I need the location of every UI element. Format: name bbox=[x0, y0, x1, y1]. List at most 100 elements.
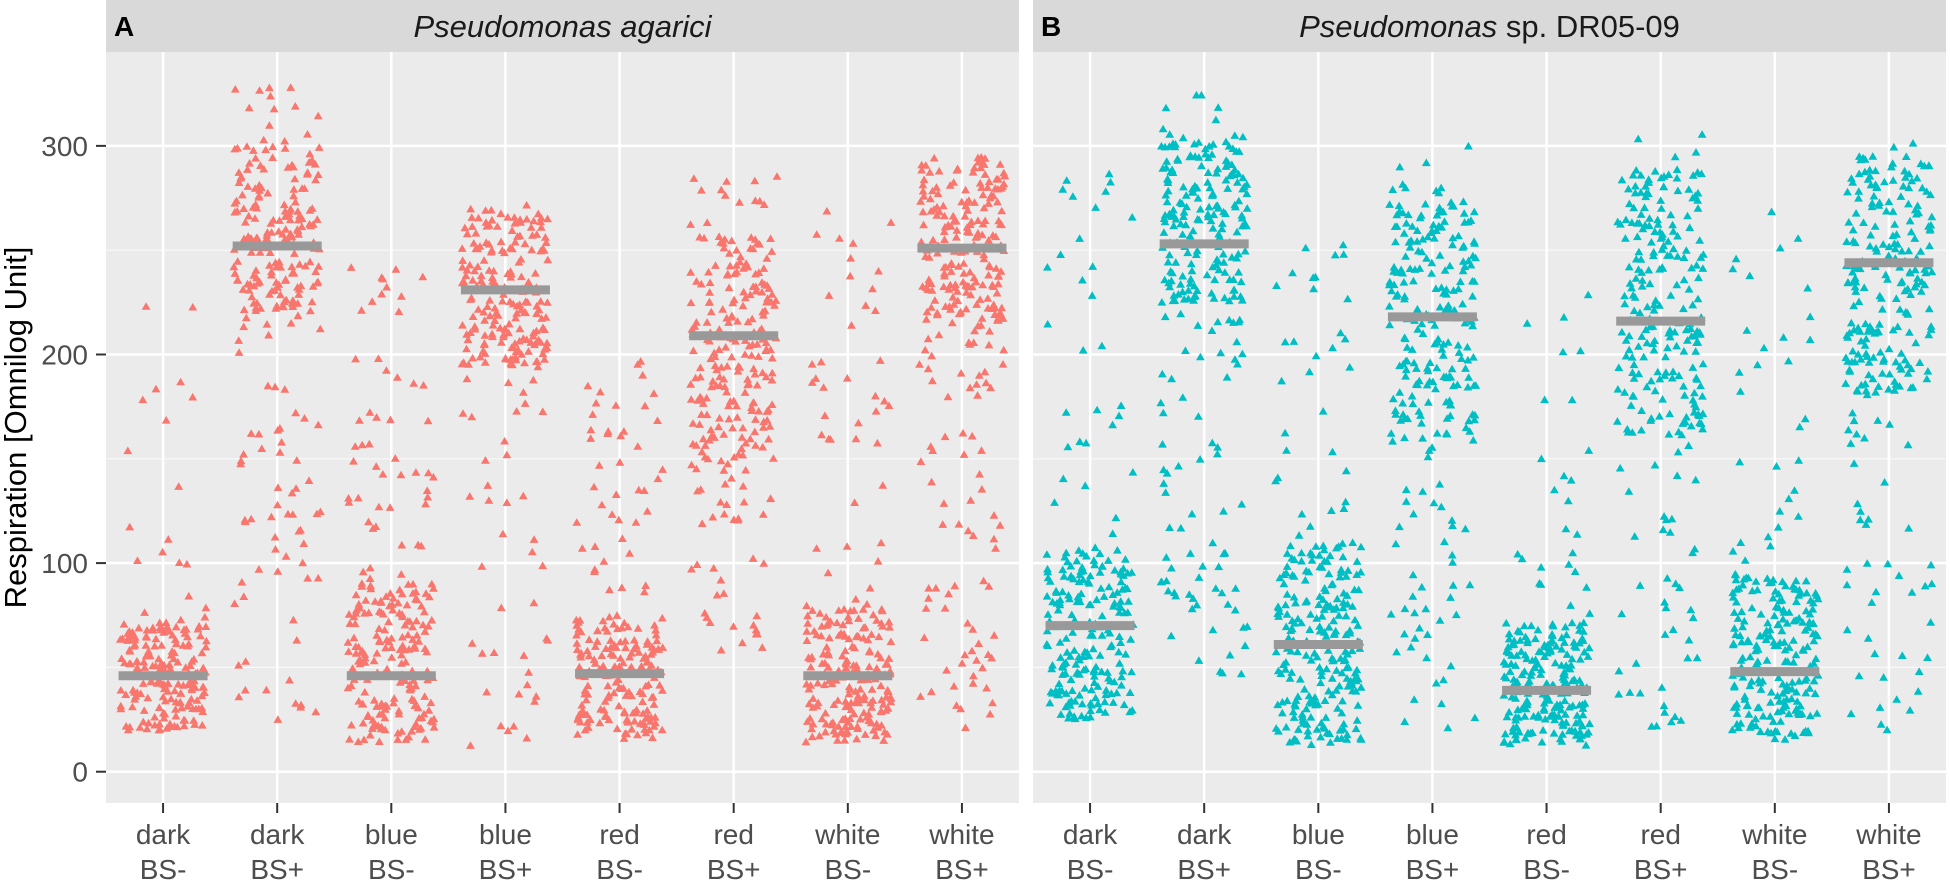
data-point bbox=[1860, 341, 1870, 349]
data-point bbox=[1437, 699, 1446, 708]
data-point bbox=[841, 702, 851, 711]
data-point bbox=[1926, 322, 1936, 330]
data-point bbox=[968, 531, 978, 539]
data-point bbox=[414, 713, 424, 722]
x-tick-label-line: BS+ bbox=[707, 854, 761, 885]
data-point bbox=[1300, 576, 1310, 584]
data-point bbox=[1091, 693, 1100, 702]
data-point bbox=[531, 269, 540, 277]
data-point bbox=[1470, 410, 1480, 419]
data-point bbox=[533, 362, 543, 371]
data-point bbox=[251, 200, 261, 208]
x-tick-label-line: BS- bbox=[824, 854, 871, 885]
data-point bbox=[1695, 328, 1705, 336]
data-point bbox=[1101, 187, 1111, 195]
data-point bbox=[1306, 740, 1316, 748]
data-point bbox=[1683, 211, 1692, 220]
data-point bbox=[1914, 667, 1924, 675]
data-point bbox=[643, 507, 652, 515]
data-point bbox=[1203, 168, 1213, 176]
data-point bbox=[1728, 593, 1738, 601]
data-point bbox=[1090, 543, 1100, 551]
data-point bbox=[939, 499, 949, 507]
data-point bbox=[843, 612, 853, 621]
data-point bbox=[1211, 115, 1221, 124]
data-point bbox=[1560, 638, 1569, 646]
data-point bbox=[1673, 186, 1683, 195]
data-point bbox=[1195, 455, 1205, 463]
data-point bbox=[1341, 611, 1351, 620]
data-point bbox=[997, 303, 1007, 312]
data-point bbox=[985, 262, 995, 271]
data-point bbox=[1425, 358, 1435, 366]
data-point bbox=[1687, 263, 1696, 272]
data-point bbox=[995, 160, 1005, 168]
data-point bbox=[1669, 244, 1678, 253]
data-point bbox=[1917, 183, 1927, 192]
data-point bbox=[276, 290, 285, 299]
data-point bbox=[488, 332, 497, 341]
x-tick-label-line: red bbox=[713, 819, 753, 850]
data-point bbox=[1454, 231, 1463, 240]
data-point bbox=[616, 654, 625, 662]
data-point bbox=[1421, 199, 1430, 208]
data-point bbox=[524, 668, 534, 676]
data-point bbox=[1329, 630, 1339, 638]
data-point bbox=[1459, 241, 1469, 250]
data-point bbox=[994, 216, 1004, 225]
data-point bbox=[1642, 188, 1651, 197]
data-point bbox=[1446, 661, 1456, 670]
data-point bbox=[238, 190, 247, 199]
data-point bbox=[1273, 666, 1283, 675]
data-point bbox=[1192, 246, 1202, 255]
data-point bbox=[730, 269, 739, 278]
data-point bbox=[1768, 717, 1778, 725]
data-point bbox=[950, 581, 960, 590]
data-point bbox=[1347, 646, 1357, 655]
data-point bbox=[574, 624, 584, 633]
data-point bbox=[979, 250, 989, 259]
data-point bbox=[1570, 641, 1579, 650]
data-point bbox=[1672, 280, 1682, 289]
data-point bbox=[1540, 395, 1549, 404]
data-point bbox=[1617, 609, 1627, 618]
data-point bbox=[1638, 276, 1647, 284]
data-point bbox=[925, 168, 935, 176]
data-point bbox=[592, 637, 602, 645]
data-point bbox=[280, 144, 290, 152]
data-point bbox=[1515, 627, 1525, 636]
data-point bbox=[1410, 608, 1419, 617]
data-point bbox=[1165, 250, 1174, 259]
data-point bbox=[1466, 216, 1476, 224]
data-point bbox=[933, 189, 943, 198]
data-point bbox=[381, 701, 391, 710]
data-point bbox=[1464, 141, 1473, 150]
data-point bbox=[1884, 344, 1894, 353]
data-point bbox=[1692, 261, 1701, 269]
data-point bbox=[1116, 577, 1126, 586]
data-point bbox=[658, 686, 667, 694]
data-point bbox=[543, 255, 553, 264]
data-point bbox=[1740, 695, 1750, 703]
x-tick-label-line: BS+ bbox=[1177, 854, 1231, 885]
data-point bbox=[1127, 706, 1137, 714]
data-point bbox=[311, 267, 321, 275]
data-point bbox=[817, 714, 827, 723]
data-point bbox=[1567, 654, 1577, 663]
data-point bbox=[1562, 630, 1571, 639]
data-point bbox=[598, 661, 608, 670]
data-point bbox=[1396, 416, 1406, 424]
data-point bbox=[372, 649, 382, 657]
data-point bbox=[393, 373, 402, 381]
data-point bbox=[807, 378, 817, 386]
data-point bbox=[1801, 688, 1811, 697]
data-point bbox=[1321, 632, 1331, 640]
data-point bbox=[1631, 274, 1641, 282]
data-point bbox=[652, 636, 662, 645]
data-point bbox=[351, 354, 360, 363]
data-point bbox=[978, 280, 988, 289]
data-point bbox=[764, 434, 773, 443]
data-point bbox=[752, 286, 762, 295]
data-point bbox=[1329, 655, 1338, 664]
data-point bbox=[1232, 227, 1242, 236]
